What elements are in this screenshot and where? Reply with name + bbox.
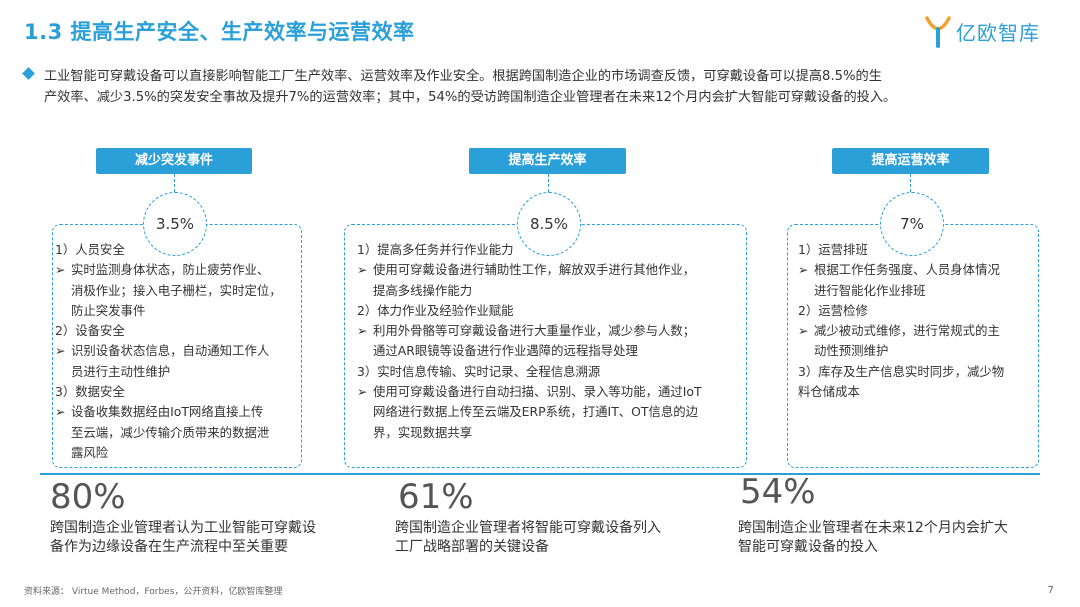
list-item: 界，实现数据共享: [373, 424, 473, 440]
list-item: 消极作业；接入电子栅栏，实时定位，: [71, 282, 282, 298]
list-item: 1）提高多任务并行作业能力: [357, 242, 514, 257]
arrow-bullet-icon: ➢: [357, 323, 368, 339]
connector-line: [548, 174, 549, 192]
list-item: ➢ 使用可穿戴设备进行自动扫描、识别、录入等功能，通过IoT: [357, 382, 743, 402]
intro-line-2: 产效率、减少3.5%的突发安全事故及提升7%的运营效率；其中，54%的受访跨国制…: [44, 90, 897, 105]
arrow-bullet-icon: ➢: [357, 262, 368, 278]
list-item: 3）数据安全: [55, 384, 125, 400]
panel-safety-content: 1）人员安全 ➢ 实时监测身体状态，防止疲劳作业、 消极作业；接入电子栅栏，实时定…: [55, 240, 300, 463]
list-item: 2）运营检修: [798, 302, 868, 318]
list-item: 1）运营排班: [798, 242, 868, 257]
arrow-bullet-icon: ➢: [55, 343, 66, 359]
list-item: 露风险: [71, 444, 109, 460]
list-item: 网络进行数据上传至云端及ERP系统，打通IT、OT信息的边: [373, 404, 699, 420]
section-divider: [40, 473, 1040, 475]
arrow-bullet-icon: ➢: [55, 404, 66, 420]
connector-line: [174, 174, 175, 192]
intro-line-1: 工业智能可穿戴设备可以直接影响智能工厂生产效率、运营效率及作业安全。根据跨国制造…: [44, 69, 882, 84]
panel-production-content: 1）提高多任务并行作业能力 ➢ 使用可穿戴设备进行辅助性工作，解放双手进行其他作业…: [357, 240, 743, 443]
arrow-bullet-icon: ➢: [55, 262, 66, 278]
list-item: ➢ 实时监测身体状态，防止疲劳作业、: [55, 260, 300, 280]
yiou-logo-icon: [925, 16, 951, 48]
list-item: 至云端，减少传输介质带来的数据泄: [71, 424, 270, 440]
page-number: 7: [1047, 585, 1054, 596]
stat-desc-61: 跨国制造企业管理者将智能可穿戴设备列入 工厂战略部署的关键设备: [395, 520, 661, 555]
stat-value-54: 54%: [740, 472, 816, 512]
tag-reduce-incidents: 减少突发事件: [96, 148, 252, 174]
list-item: 料仓储成本: [798, 384, 860, 400]
arrow-bullet-icon: ➢: [357, 384, 368, 400]
list-item: 防止突发事件: [71, 302, 146, 318]
arrow-bullet-icon: ➢: [798, 262, 809, 278]
arrow-bullet-icon: ➢: [798, 323, 809, 339]
list-item: ➢ 设备收集数据经由IoT网络直接上传: [55, 402, 300, 422]
list-item: ➢ 使用可穿戴设备进行辅助性工作，解放双手进行其他作业，: [357, 260, 743, 280]
stat-desc-54: 跨国制造企业管理者在未来12个月内会扩大 智能可穿戴设备的投入: [738, 520, 1008, 555]
connector-line: [910, 174, 911, 192]
list-item: ➢ 根据工作任务强度、人员身体情况: [798, 260, 1034, 280]
logo-text: 亿欧智库: [956, 20, 1040, 45]
list-item: 2）体力作业及经验作业赋能: [357, 302, 514, 318]
list-item: 3）实时信息传输、实时记录、全程信息溯源: [357, 363, 601, 379]
tag-operational-efficiency: 提高运营效率: [832, 148, 989, 174]
page-title: 1.3 提高生产安全、生产效率与运营效率: [24, 20, 415, 44]
stat-value-80: 80%: [50, 477, 126, 517]
panel-operations-content: 1）运营排班 ➢ 根据工作任务强度、人员身体情况 进行智能化作业排班 2）运营检修…: [798, 240, 1034, 402]
list-item: 提高多线操作能力: [373, 282, 473, 298]
value-circle-production: 8.5%: [517, 192, 581, 256]
list-item: 进行智能化作业排班: [814, 282, 926, 298]
list-item: 动性预测维护: [814, 343, 889, 359]
source-note: 资料来源： Virtue Method，Forbes，公开资料，亿欧智库整理: [24, 587, 283, 597]
value-circle-operations: 7%: [880, 192, 944, 256]
list-item: 1）人员安全: [55, 242, 125, 257]
list-item: 3）库存及生产信息实时同步，减少物: [798, 363, 1005, 379]
intro-paragraph: 工业智能可穿戴设备可以直接影响智能工厂生产效率、运营效率及作业安全。根据跨国制造…: [22, 66, 1064, 108]
list-item: ➢ 识别设备状态信息，自动通知工作人: [55, 341, 300, 361]
list-item: 2）设备安全: [55, 323, 125, 339]
tag-production-efficiency: 提高生产效率: [469, 148, 626, 174]
value-circle-safety: 3.5%: [143, 192, 207, 256]
stat-desc-80: 跨国制造企业管理者认为工业智能可穿戴设 备作为边缘设备在生产流程中至关重要: [50, 520, 316, 555]
list-item: 员进行主动性维护: [71, 363, 171, 379]
brand-logo: 亿欧智库: [924, 14, 1040, 48]
list-item: ➢ 利用外骨骼等可穿戴设备进行大重量作业，减少参与人数；: [357, 321, 743, 341]
list-item: 通过AR眼镜等设备进行作业遇障的远程指导处理: [373, 343, 638, 359]
stat-value-61: 61%: [398, 477, 474, 517]
list-item: ➢ 减少被动式维修，进行常规式的主: [798, 321, 1034, 341]
